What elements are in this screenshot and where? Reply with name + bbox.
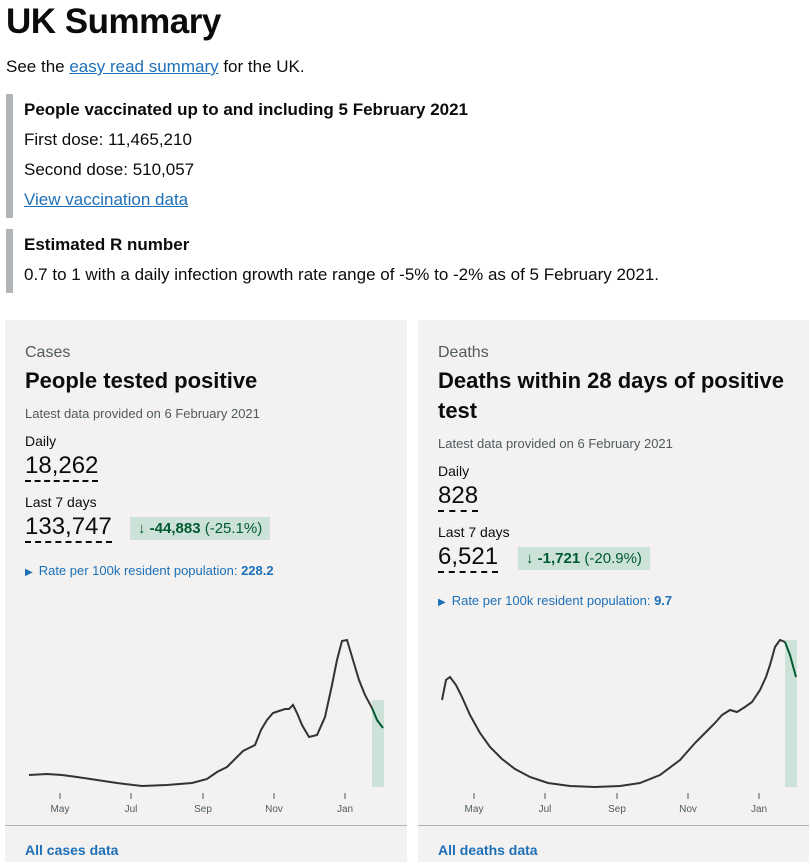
last-7-days-label: Last 7 days bbox=[438, 524, 510, 540]
vaccination-inset: People vaccinated up to and including 5 … bbox=[6, 94, 468, 218]
triangle-right-icon: ▶ bbox=[438, 597, 446, 608]
x-tick-label: Jan bbox=[751, 804, 767, 815]
cases-recent-line bbox=[371, 707, 384, 729]
x-tick-label: May bbox=[465, 804, 484, 815]
rate-value: 228.2 bbox=[241, 563, 274, 578]
last-7-days-value[interactable]: 6,521 bbox=[438, 543, 499, 573]
daily-value[interactable]: 18,262 bbox=[25, 452, 99, 482]
intro-text: See the easy read summary for the UK. bbox=[6, 57, 305, 77]
change-badge: ↓ -44,883 (-25.1%) bbox=[130, 517, 271, 540]
down-arrow-icon: ↓ bbox=[138, 520, 146, 537]
cases-chart: May Jul Sep Nov Jan bbox=[28, 638, 384, 815]
rate-label: Rate per 100k resident population: bbox=[38, 563, 238, 578]
card-footer: All cases data bbox=[5, 825, 407, 858]
latest-data-text: Latest data provided on 6 February 2021 bbox=[25, 406, 260, 421]
deaths-chart: May Jul Sep Nov Jan bbox=[441, 638, 797, 815]
all-cases-data-link[interactable]: All cases data bbox=[25, 842, 119, 858]
card-caption: Deaths bbox=[438, 344, 489, 361]
last-7-days-highlight bbox=[785, 640, 797, 787]
card-caption: Cases bbox=[25, 344, 71, 361]
x-tick-label: May bbox=[51, 804, 70, 815]
change-value: -44,883 bbox=[149, 520, 201, 537]
latest-data-text: Latest data provided on 6 February 2021 bbox=[438, 436, 673, 451]
change-percent: (-25.1%) bbox=[204, 520, 263, 537]
change-value: -1,721 bbox=[537, 550, 581, 567]
daily-value[interactable]: 828 bbox=[438, 482, 479, 512]
intro-before: See the bbox=[6, 57, 70, 76]
rate-label: Rate per 100k resident population: bbox=[451, 593, 651, 608]
easy-read-summary-link[interactable]: easy read summary bbox=[69, 57, 219, 76]
rate-toggle[interactable]: ▶ Rate per 100k resident population: 228.… bbox=[25, 563, 274, 578]
deaths-recent-line bbox=[784, 641, 797, 678]
last-7-days-highlight bbox=[372, 700, 384, 787]
first-dose-text: First dose: 11,465,210 bbox=[24, 130, 192, 149]
down-arrow-icon: ↓ bbox=[526, 550, 534, 567]
card-title: People tested positive bbox=[25, 368, 258, 393]
view-vaccination-data-link[interactable]: View vaccination data bbox=[24, 190, 189, 209]
all-deaths-data-link[interactable]: All deaths data bbox=[438, 842, 538, 858]
card-title: Deaths within 28 days of positive test bbox=[438, 368, 784, 423]
last-7-days-value[interactable]: 133,747 bbox=[25, 513, 112, 543]
page-title: UK Summary bbox=[6, 2, 221, 41]
x-tick-label: Nov bbox=[265, 804, 283, 815]
r-number-inset: Estimated R number 0.7 to 1 with a daily… bbox=[6, 229, 659, 293]
r-number-heading: Estimated R number bbox=[24, 235, 190, 254]
x-tick-label: Jul bbox=[539, 804, 552, 815]
x-axis-ticks bbox=[59, 793, 346, 799]
change-badge: ↓ -1,721 (-20.9%) bbox=[518, 547, 650, 570]
card-footer: All deaths data bbox=[418, 825, 809, 858]
cases-trend-line bbox=[28, 638, 373, 788]
deaths-card: Deaths Deaths within 28 days of positive… bbox=[418, 320, 809, 862]
x-tick-label: Jul bbox=[125, 804, 138, 815]
rate-value: 9.7 bbox=[654, 593, 673, 608]
x-tick-label: Sep bbox=[194, 804, 212, 815]
vaccination-heading: People vaccinated up to and including 5 … bbox=[24, 100, 469, 119]
last-7-days-label: Last 7 days bbox=[25, 494, 97, 510]
x-tick-label: Jan bbox=[337, 804, 353, 815]
x-tick-label: Nov bbox=[679, 804, 697, 815]
x-tick-label: Sep bbox=[608, 804, 626, 815]
deaths-trend-line bbox=[441, 638, 786, 789]
r-number-text: 0.7 to 1 with a daily infection growth r… bbox=[24, 265, 660, 284]
x-axis-ticks bbox=[473, 793, 760, 799]
cases-card: Cases People tested positive Latest data… bbox=[5, 320, 407, 862]
intro-after: for the UK. bbox=[218, 57, 305, 76]
change-percent: (-20.9%) bbox=[584, 550, 642, 567]
rate-toggle[interactable]: ▶ Rate per 100k resident population: 9.7 bbox=[438, 593, 672, 608]
daily-label: Daily bbox=[25, 433, 57, 449]
daily-label: Daily bbox=[438, 463, 470, 479]
triangle-right-icon: ▶ bbox=[25, 567, 33, 578]
second-dose-text: Second dose: 510,057 bbox=[24, 160, 195, 179]
